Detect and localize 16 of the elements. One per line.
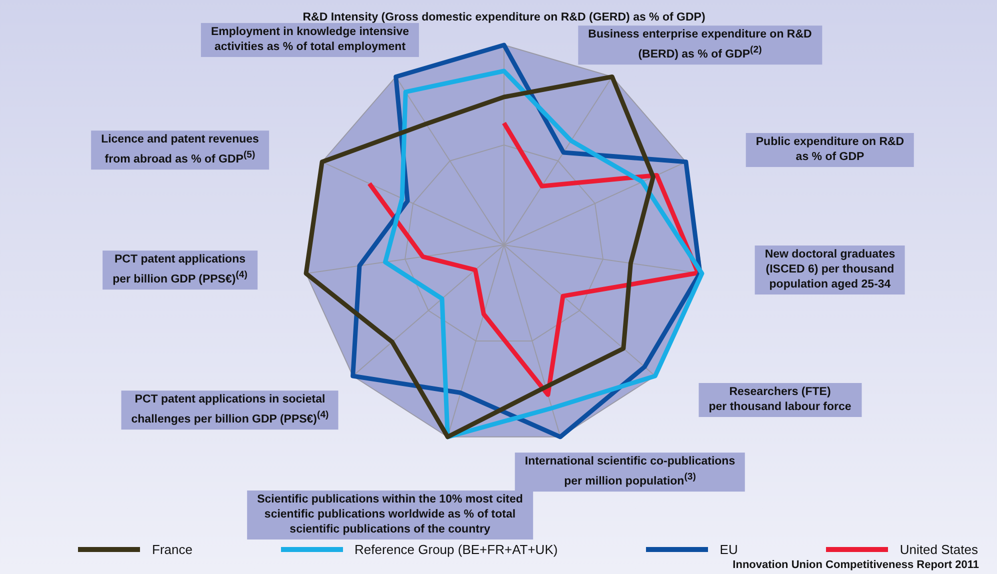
spoke-label: Researchers (FTE) per thousand labour force (698, 383, 862, 417)
spoke-label: PCT patent applications per billion GDP (PPS€)$^{(4)}$ (102, 250, 258, 290)
text: Innovation Union Competitiveness Report 2011 (732, 559, 979, 571)
spoke-label: International scientific co-publications per million population$^{(3)}$ (514, 452, 746, 492)
legend-label: United States (900, 542, 978, 556)
spoke-label: Licence and patent revenues from abroad as % of GDP$^{(5)}$ (91, 130, 269, 170)
legend-label: EU (720, 542, 738, 556)
legend-label: France (152, 542, 192, 556)
spoke-label: New doctoral graduates (ISCED 6) per thousand population aged 25-34 (754, 246, 906, 294)
spoke-label: Business enterprise expenditure on R&D (BERD) as % of GDP$^{(2)}$ (578, 26, 822, 64)
spoke-label: R&D Intensity (Gross domestic expenditure on R&D (GERD) as % of GDP) (302, 10, 706, 26)
spoke-label: Public expenditure on R&D as % of GDP (746, 133, 914, 167)
legend-label: Reference Group (BE+FR+AT+UK) (354, 542, 558, 556)
spoke-label: PCT patent applications in societal challenges per billion GDP (PPS€)$^{(4)}$ (121, 390, 339, 430)
spoke-label: Employment in knowledge intensive activities as % of total employment (200, 23, 420, 57)
spoke-label: Scientific publications within the 10% most cited scientific publications worldwide as % of total scientific publications of the country (247, 490, 533, 540)
